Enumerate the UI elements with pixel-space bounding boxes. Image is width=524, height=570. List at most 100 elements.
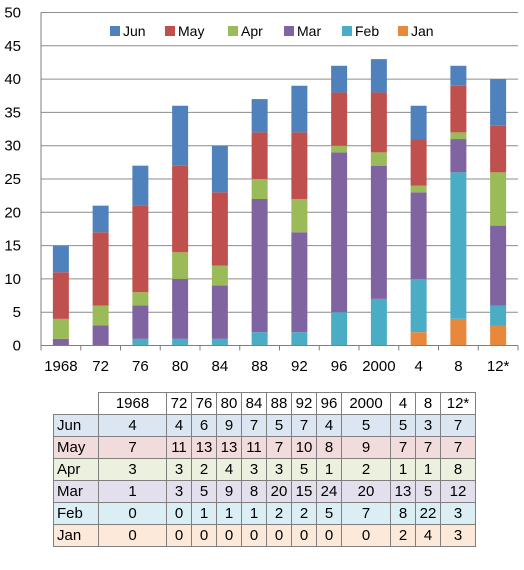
table-cell: 4 (216, 458, 242, 481)
bar-segment-jun (211, 145, 228, 193)
bar-segment-may (291, 132, 308, 199)
y-tick-label: 30 (4, 138, 21, 155)
table-column-header: 80 (216, 392, 242, 415)
y-tick-label: 10 (4, 271, 21, 288)
table-cell: 11 (166, 436, 192, 459)
bar-segment-may (490, 125, 507, 173)
bar-segment-may (410, 139, 427, 186)
table-cell: 4 (415, 524, 441, 547)
bar-segment-may (450, 85, 467, 133)
y-tick-label: 15 (4, 238, 21, 255)
legend-swatch (284, 26, 294, 36)
bar-segment-feb (370, 298, 387, 346)
table-row-header: Mar (53, 480, 99, 503)
x-tick-label: 84 (212, 358, 229, 375)
table-cell: 7 (440, 414, 476, 437)
table-cell: 8 (316, 436, 342, 459)
bar-segment-jun (370, 59, 387, 93)
table-cell: 7 (390, 436, 416, 459)
table-cell: 3 (166, 480, 192, 503)
table-cell: 7 (440, 436, 476, 459)
table-cell: 5 (415, 480, 441, 503)
bar-segment-feb (251, 332, 268, 346)
table-cell: 8 (241, 480, 267, 503)
y-tick-label: 40 (4, 71, 21, 88)
bar-segment-jun (251, 99, 268, 133)
table-row-header: May (53, 436, 99, 459)
table-cell: 24 (316, 480, 342, 503)
legend-swatch (165, 26, 175, 36)
table-cell: 5 (341, 414, 391, 437)
legend-label: May (178, 23, 204, 39)
legend-label: Apr (241, 23, 263, 39)
table-cell: 0 (191, 524, 217, 547)
bar-segment-mar (410, 192, 427, 279)
x-tick-label: 4 (414, 358, 422, 375)
table-cell: 0 (166, 524, 192, 547)
bar-segment-apr (132, 292, 149, 306)
bar-segment-jun (490, 79, 507, 126)
table-cell: 7 (266, 436, 292, 459)
table-cell: 11 (241, 436, 267, 459)
legend-item-jun: Jun (110, 23, 146, 39)
table-cell: 2 (341, 458, 391, 481)
table-cell: 9 (216, 480, 242, 503)
table-cell: 7 (241, 414, 267, 437)
data-table: 1968 72 76 80 84 88 92 96 2000 4 8 12* Jun 4 4 6 9 7 5 7 4 5 5… (53, 392, 476, 547)
bar-segment-apr (172, 252, 189, 279)
bar-segment-jun (291, 85, 308, 133)
bar-segment-jun (410, 105, 427, 140)
table-cell: 0 (166, 502, 192, 525)
bar-segment-mar (92, 325, 109, 346)
bar-segment-may (172, 165, 189, 253)
bar-segment-apr (331, 145, 348, 153)
legend-swatch (110, 26, 120, 36)
table-cell: 1 (98, 480, 167, 503)
table-row-header: Jan (53, 524, 99, 547)
table-column-header: 76 (191, 392, 217, 415)
table-cell: 1 (216, 502, 242, 525)
bar-segment-may (92, 232, 109, 306)
table-cell: 1 (390, 458, 416, 481)
table-cell: 2 (266, 502, 292, 525)
bar-segment-feb (132, 338, 149, 346)
table-row-apr: Apr 3 3 2 4 3 3 5 1 2 1 1 8 (53, 458, 476, 481)
bar-segment-jan (490, 325, 507, 346)
axes (40, 12, 519, 351)
table-cell: 4 (166, 414, 192, 437)
table-column-header: 12* (440, 392, 476, 415)
x-tick-label: 8 (454, 358, 462, 375)
table-row-jun: Jun 4 4 6 9 7 5 7 4 5 5 3 7 (53, 414, 476, 437)
table-cell: 4 (98, 414, 167, 437)
bar-segment-feb (172, 338, 189, 346)
y-axis-tick-labels: 0 5 10 15 20 25 30 35 40 45 50 (4, 5, 21, 355)
bar-segment-jun (52, 245, 69, 273)
gridlines (41, 12, 518, 346)
bar-segment-apr (291, 198, 308, 233)
table-cell: 0 (241, 524, 267, 547)
bar-segment-jan (450, 318, 467, 346)
bar-segment-apr (370, 152, 387, 166)
table-cell: 22 (415, 502, 441, 525)
table-cell: 2 (291, 502, 317, 525)
x-tick-label: 76 (132, 358, 149, 375)
table-column-header: 88 (266, 392, 292, 415)
table-row-header: Jun (53, 414, 99, 437)
legend-item-feb: Feb (342, 23, 379, 39)
table-cell: 3 (166, 458, 192, 481)
table-cell: 3 (440, 524, 476, 547)
legend-label: Mar (297, 23, 321, 39)
y-tick-label: 35 (4, 104, 21, 121)
bar-segment-mar (172, 278, 189, 339)
table-cell: 7 (291, 414, 317, 437)
bar-segment-may (132, 205, 149, 293)
bar-segment-feb (291, 332, 308, 346)
table-cell: 7 (415, 436, 441, 459)
table-cell: 0 (341, 524, 391, 547)
legend-background (104, 21, 440, 42)
bar-segment-apr (52, 318, 69, 339)
bar-segment-mar (331, 152, 348, 313)
table-cell: 2 (191, 458, 217, 481)
table-cell: 7 (98, 436, 167, 459)
